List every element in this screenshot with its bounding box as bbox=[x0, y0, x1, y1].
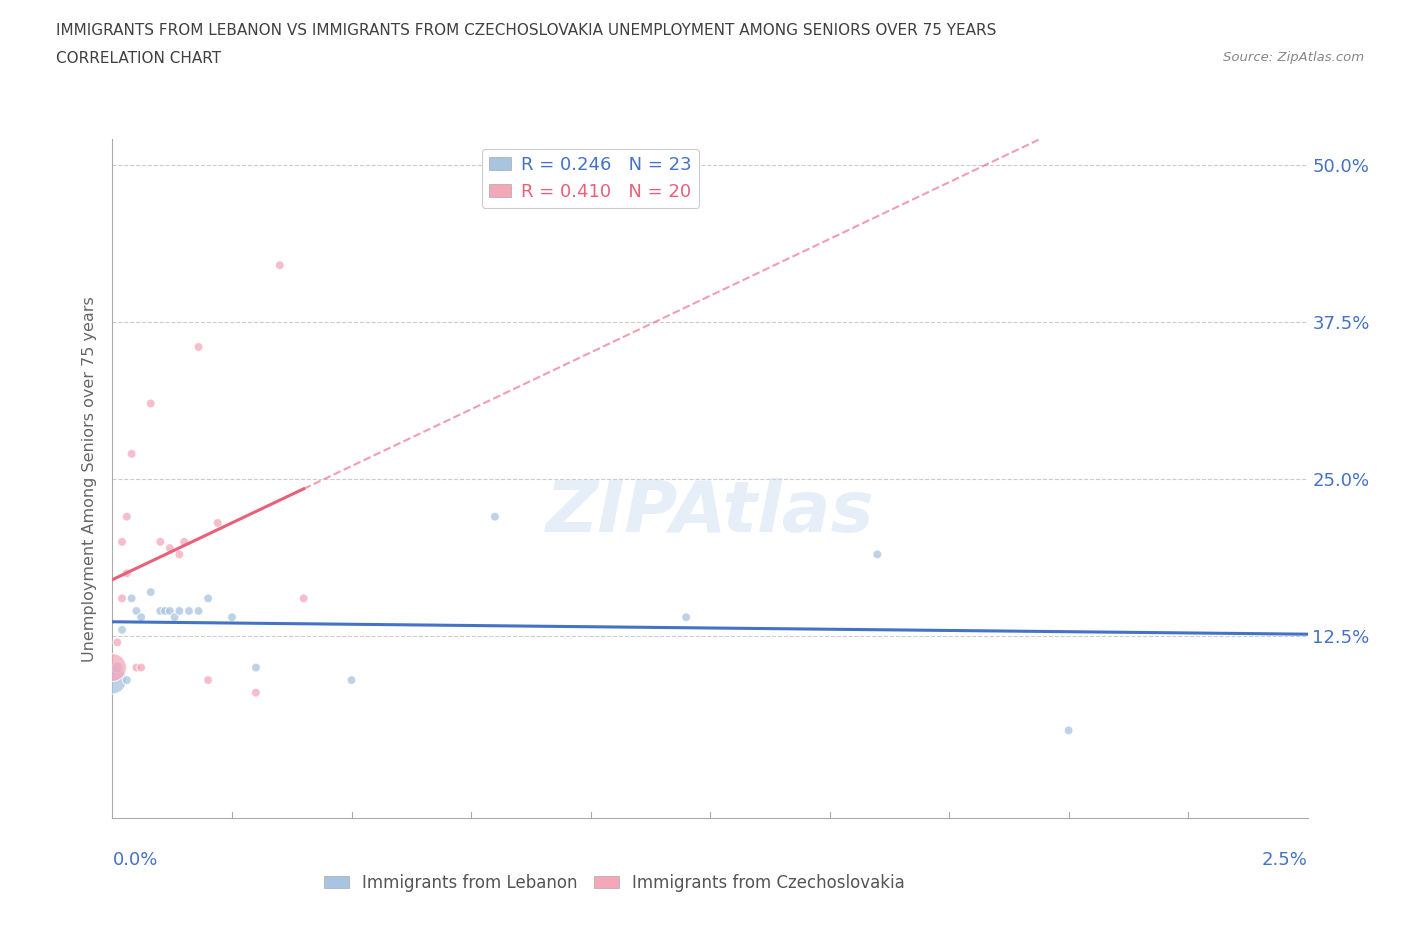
Text: IMMIGRANTS FROM LEBANON VS IMMIGRANTS FROM CZECHOSLOVAKIA UNEMPLOYMENT AMONG SEN: IMMIGRANTS FROM LEBANON VS IMMIGRANTS FR… bbox=[56, 23, 997, 38]
Point bbox=[121, 446, 143, 461]
Point bbox=[115, 672, 138, 687]
Point bbox=[159, 540, 181, 555]
Point bbox=[1057, 723, 1080, 737]
Text: Source: ZipAtlas.com: Source: ZipAtlas.com bbox=[1223, 51, 1364, 64]
Point bbox=[129, 610, 152, 625]
Point bbox=[139, 396, 162, 411]
Point bbox=[187, 339, 209, 354]
Text: 0.0%: 0.0% bbox=[112, 851, 157, 870]
Point bbox=[169, 604, 191, 618]
Point bbox=[866, 547, 889, 562]
Point bbox=[125, 604, 148, 618]
Point bbox=[115, 510, 138, 525]
Point bbox=[111, 591, 134, 605]
Point bbox=[292, 591, 315, 605]
Point bbox=[105, 635, 128, 650]
Point bbox=[221, 610, 243, 625]
Point bbox=[149, 535, 172, 550]
Point bbox=[101, 660, 124, 675]
Point bbox=[177, 604, 200, 618]
Point bbox=[207, 515, 229, 530]
Point bbox=[111, 622, 134, 637]
Point bbox=[115, 565, 138, 580]
Point bbox=[197, 672, 219, 687]
Point bbox=[675, 610, 697, 625]
Point bbox=[105, 660, 128, 675]
Point bbox=[340, 672, 363, 687]
Point bbox=[149, 604, 172, 618]
Y-axis label: Unemployment Among Seniors over 75 years: Unemployment Among Seniors over 75 years bbox=[82, 296, 97, 662]
Point bbox=[125, 660, 148, 675]
Point bbox=[121, 591, 143, 605]
Point bbox=[163, 610, 186, 625]
Point bbox=[159, 604, 181, 618]
Point bbox=[245, 660, 267, 675]
Text: ZIPAtlas: ZIPAtlas bbox=[546, 478, 875, 548]
Point bbox=[173, 535, 195, 550]
Point bbox=[484, 510, 506, 525]
Point bbox=[269, 258, 291, 272]
Point bbox=[101, 672, 124, 687]
Text: 2.5%: 2.5% bbox=[1261, 851, 1308, 870]
Text: CORRELATION CHART: CORRELATION CHART bbox=[56, 51, 221, 66]
Point bbox=[129, 660, 152, 675]
Point bbox=[111, 535, 134, 550]
Legend: Immigrants from Lebanon, Immigrants from Czechoslovakia: Immigrants from Lebanon, Immigrants from… bbox=[316, 867, 912, 898]
Point bbox=[245, 685, 267, 700]
Point bbox=[153, 604, 176, 618]
Point bbox=[169, 547, 191, 562]
Point bbox=[197, 591, 219, 605]
Point bbox=[139, 585, 162, 600]
Point bbox=[187, 604, 209, 618]
